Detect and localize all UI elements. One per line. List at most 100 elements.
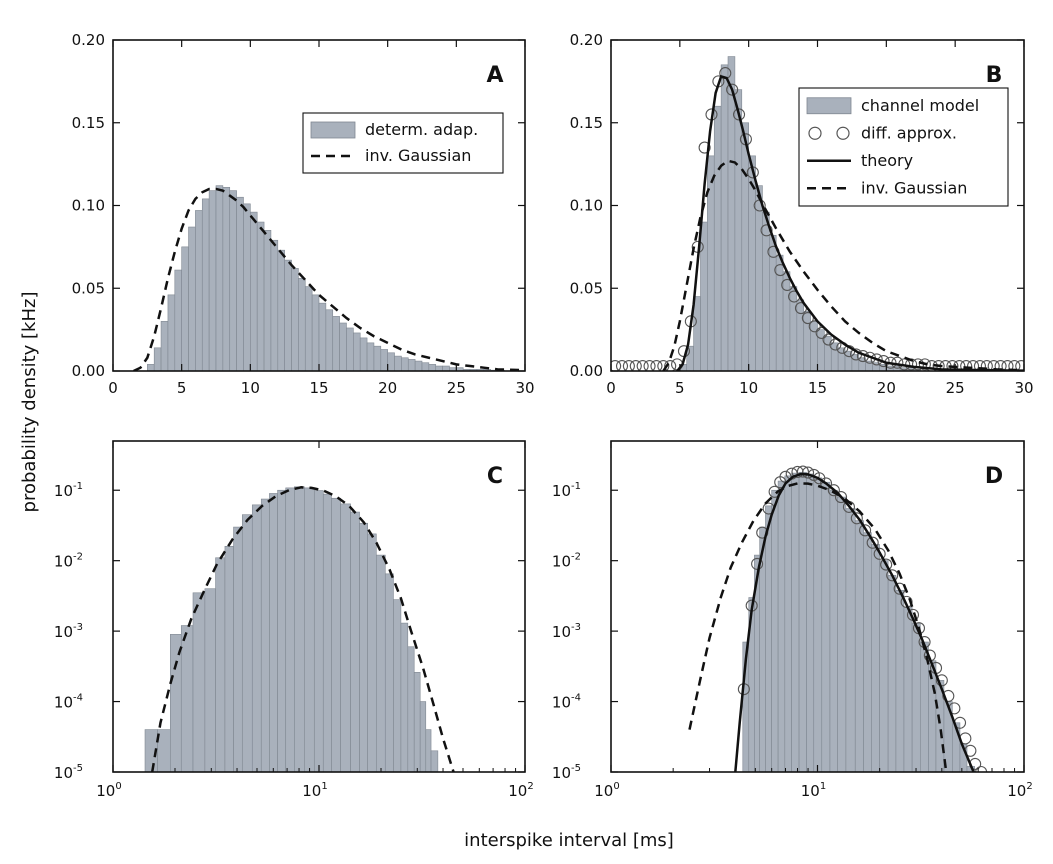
bar-b-16 xyxy=(789,286,798,371)
bar-c-25 xyxy=(384,573,394,772)
point-b-56 xyxy=(994,359,1007,371)
y-tick-label-d-3: 10-2 xyxy=(552,552,581,571)
point-b-6 xyxy=(650,359,663,371)
point-b-13 xyxy=(698,141,711,154)
y-tick-label-a-3: 0.15 xyxy=(72,114,105,132)
bar-d-13 xyxy=(821,481,831,772)
point-b-57 xyxy=(1001,359,1014,371)
bar-c-6 xyxy=(215,557,226,772)
bar-b-7 xyxy=(727,56,736,371)
bar-a-7 xyxy=(195,210,203,371)
bar-c-23 xyxy=(367,533,377,772)
bar-a-13 xyxy=(236,196,244,371)
point-d-22 xyxy=(880,558,893,571)
bar-d-21 xyxy=(887,575,897,772)
bar-b-20 xyxy=(817,329,825,371)
y-tick-label-b-4: 0.20 xyxy=(570,31,603,49)
bar-b-5 xyxy=(713,105,722,371)
legend-label-a-1: inv. Gaussian xyxy=(365,146,471,165)
bar-b-19 xyxy=(810,321,818,371)
x-tick-label-a-0: 0 xyxy=(108,379,118,397)
legend-swatch-a-0 xyxy=(310,121,356,139)
bar-a-19 xyxy=(277,249,285,371)
bar-d-6 xyxy=(771,489,779,772)
bar-b-2 xyxy=(693,296,701,371)
y-tick-label-b-2: 0.10 xyxy=(570,197,603,215)
x-tick-label-a-5: 25 xyxy=(447,379,466,397)
point-b-47 xyxy=(932,359,945,371)
legend-label-b-0: channel model xyxy=(861,96,979,115)
bar-a-0 xyxy=(147,364,155,371)
bar-c-31 xyxy=(425,729,432,772)
bar-c-10 xyxy=(251,504,262,772)
bar-d-9 xyxy=(791,472,800,772)
x-tick-label-b-5: 25 xyxy=(946,379,965,397)
bar-d-5 xyxy=(765,505,772,772)
y-tick-label-c-0: 10-5 xyxy=(54,763,83,782)
bar-c-4 xyxy=(192,592,206,772)
point-d-2 xyxy=(751,557,764,570)
x-tick-label-b-2: 10 xyxy=(739,379,758,397)
point-b-49 xyxy=(946,359,959,371)
point-d-21 xyxy=(873,547,886,560)
panel-d: 100 101 102 10-5 10-4 10-3 10-2 10-1 D xyxy=(552,440,1033,800)
bar-d-12 xyxy=(813,477,823,772)
panel-letter-d: D xyxy=(985,464,1003,489)
bar-a-35 xyxy=(387,352,395,371)
bar-a-1 xyxy=(153,347,162,371)
point-b-45 xyxy=(918,358,931,371)
point-b-55 xyxy=(987,359,1000,371)
y-axis-title: probability density [kHz] xyxy=(19,292,40,513)
point-d-18 xyxy=(850,512,863,525)
y-tick-label-c-4: 10-1 xyxy=(54,481,83,500)
bar-c-30 xyxy=(419,701,427,772)
point-b-4 xyxy=(636,359,649,371)
y-tick-label-a-2: 0.10 xyxy=(72,197,105,215)
bar-a-9 xyxy=(208,190,217,371)
bar-a-26 xyxy=(325,309,334,371)
bar-d-11 xyxy=(806,473,815,772)
bar-b-6 xyxy=(720,64,729,371)
panel-a: 0 5 10 15 20 25 30 0.00 0.05 0.10 0.15 0.20 Adeterm.… xyxy=(72,31,535,397)
bar-c-22 xyxy=(359,522,368,772)
bar-a-30 xyxy=(353,332,361,371)
bar-a-11 xyxy=(222,186,231,371)
point-b-1 xyxy=(615,359,629,371)
bar-b-11 xyxy=(755,185,763,371)
bar-d-17 xyxy=(854,520,864,772)
point-b-59 xyxy=(1015,359,1024,371)
panel-letter-a: A xyxy=(486,63,503,88)
bar-c-7 xyxy=(224,545,234,772)
bar-b-3 xyxy=(700,221,708,371)
point-b-2 xyxy=(622,359,635,371)
bar-a-12 xyxy=(229,190,237,371)
line-d-inv-gaussian xyxy=(688,482,948,772)
bar-c-26 xyxy=(393,599,402,772)
point-b-3 xyxy=(629,359,642,371)
line-a-inv-gaussian xyxy=(133,187,525,371)
bar-a-28 xyxy=(339,322,347,371)
bar-d-20 xyxy=(879,560,889,772)
x-tick-label-c-0: 100 xyxy=(96,781,121,800)
y-tick-label-a-0: 0.00 xyxy=(72,362,105,380)
y-tick-label-a-1: 0.05 xyxy=(72,279,105,297)
bar-b-14 xyxy=(775,254,784,371)
bar-a-18 xyxy=(270,239,279,371)
point-b-51 xyxy=(960,359,973,371)
bar-a-38 xyxy=(407,359,416,371)
bar-a-5 xyxy=(181,246,189,371)
bar-c-12 xyxy=(269,493,278,772)
line-b-inv-gaussian xyxy=(662,159,1024,371)
bar-d-22 xyxy=(895,589,905,772)
bar-a-25 xyxy=(318,302,327,371)
x-tick-label-b-6: 30 xyxy=(1014,379,1033,397)
bar-c-8 xyxy=(233,526,243,772)
bar-a-14 xyxy=(243,203,251,371)
legend-a: determ. adap. inv. Gaussian xyxy=(302,112,504,174)
legend-label-b-3: inv. Gaussian xyxy=(861,178,967,197)
panel-letter-b: B xyxy=(986,63,1003,88)
bar-a-23 xyxy=(304,286,313,371)
plot-area-d xyxy=(688,465,988,772)
point-b-29 xyxy=(808,320,821,333)
